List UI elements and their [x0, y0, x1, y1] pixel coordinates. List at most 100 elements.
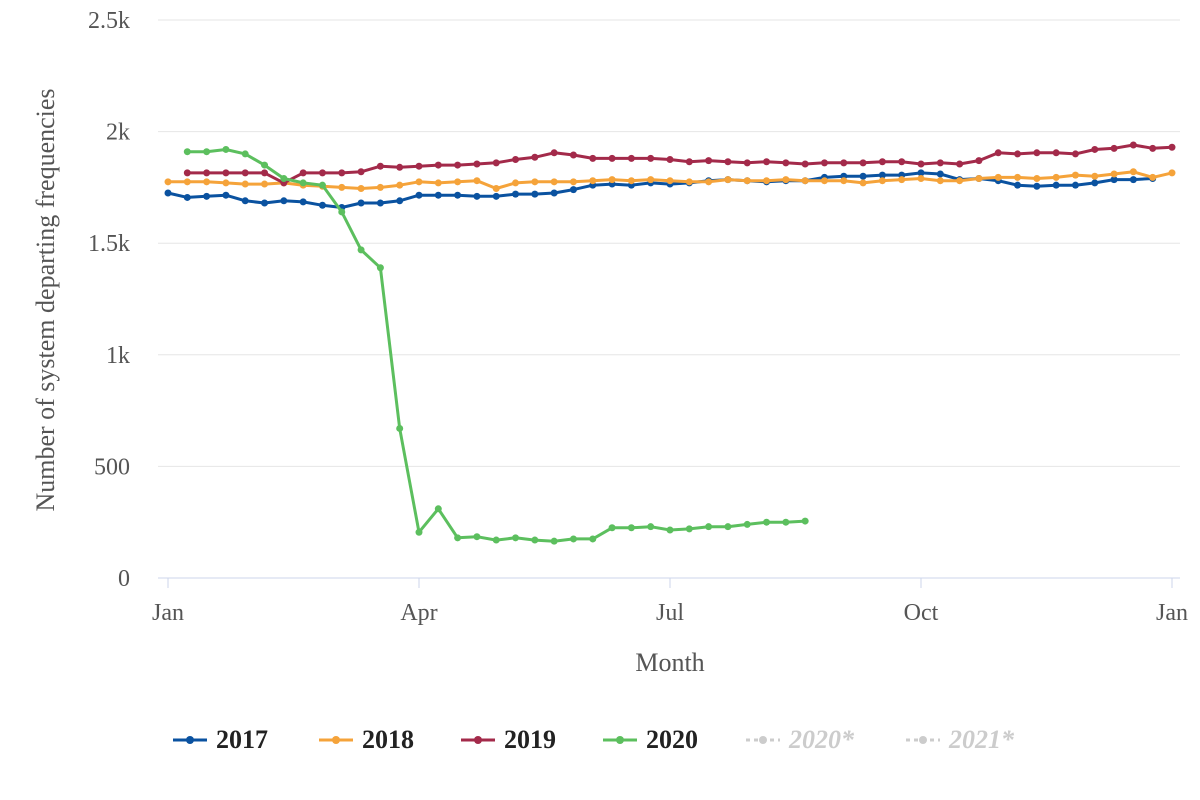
data-point[interactable]: [261, 169, 269, 177]
series-2019[interactable]: [183, 141, 1176, 187]
data-point[interactable]: [376, 264, 384, 272]
data-point[interactable]: [183, 178, 191, 186]
data-point[interactable]: [550, 189, 558, 197]
data-point[interactable]: [666, 177, 674, 185]
data-point[interactable]: [183, 169, 191, 177]
data-point[interactable]: [434, 191, 442, 199]
data-point[interactable]: [859, 159, 867, 167]
data-point[interactable]: [299, 169, 307, 177]
data-point[interactable]: [801, 517, 809, 525]
series-2017[interactable]: [164, 169, 1157, 211]
data-point[interactable]: [318, 169, 326, 177]
data-point[interactable]: [222, 145, 230, 153]
data-point[interactable]: [1033, 182, 1041, 190]
data-point[interactable]: [1168, 169, 1176, 177]
data-point[interactable]: [550, 149, 558, 157]
data-point[interactable]: [376, 199, 384, 207]
data-point[interactable]: [512, 179, 520, 187]
data-point[interactable]: [1033, 174, 1041, 182]
data-point[interactable]: [1071, 171, 1079, 179]
data-point[interactable]: [531, 190, 539, 198]
legend-item-2021-star[interactable]: 2021*: [905, 720, 1014, 760]
data-point[interactable]: [1071, 150, 1079, 158]
data-point[interactable]: [1129, 176, 1137, 184]
data-point[interactable]: [1052, 173, 1060, 181]
data-point[interactable]: [396, 197, 404, 205]
data-point[interactable]: [589, 535, 597, 543]
data-point[interactable]: [975, 174, 983, 182]
data-point[interactable]: [357, 168, 365, 176]
data-point[interactable]: [1110, 170, 1118, 178]
series-2018[interactable]: [164, 168, 1176, 193]
data-point[interactable]: [724, 158, 732, 166]
data-point[interactable]: [878, 158, 886, 166]
data-point[interactable]: [782, 518, 790, 526]
data-point[interactable]: [1014, 150, 1022, 158]
data-point[interactable]: [492, 159, 500, 167]
data-point[interactable]: [473, 533, 481, 541]
data-point[interactable]: [840, 177, 848, 185]
data-point[interactable]: [415, 162, 423, 170]
data-point[interactable]: [318, 181, 326, 189]
data-point[interactable]: [878, 171, 886, 179]
series-line[interactable]: [185, 143, 1174, 185]
series-line[interactable]: [185, 148, 807, 543]
data-point[interactable]: [936, 177, 944, 185]
legend-item-2020[interactable]: 2020: [602, 720, 698, 760]
data-point[interactable]: [357, 185, 365, 193]
data-point[interactable]: [608, 524, 616, 532]
data-point[interactable]: [956, 177, 964, 185]
data-point[interactable]: [724, 523, 732, 531]
data-point[interactable]: [820, 159, 828, 167]
legend-item-2020-star[interactable]: 2020*: [745, 720, 854, 760]
data-point[interactable]: [241, 169, 249, 177]
data-point[interactable]: [531, 178, 539, 186]
data-point[interactable]: [569, 151, 577, 159]
data-point[interactable]: [1091, 179, 1099, 187]
data-point[interactable]: [318, 201, 326, 209]
data-point[interactable]: [396, 424, 404, 432]
data-point[interactable]: [164, 178, 172, 186]
data-point[interactable]: [763, 158, 771, 166]
legend-item-2019[interactable]: 2019: [460, 720, 556, 760]
data-point[interactable]: [261, 199, 269, 207]
data-point[interactable]: [898, 176, 906, 184]
data-point[interactable]: [782, 176, 790, 184]
data-point[interactable]: [454, 161, 462, 169]
data-point[interactable]: [801, 160, 809, 168]
data-point[interactable]: [994, 149, 1002, 157]
data-point[interactable]: [415, 191, 423, 199]
data-point[interactable]: [203, 148, 211, 156]
data-point[interactable]: [164, 189, 172, 197]
data-point[interactable]: [492, 192, 500, 200]
data-point[interactable]: [627, 154, 635, 162]
data-point[interactable]: [936, 170, 944, 178]
data-point[interactable]: [454, 191, 462, 199]
data-point[interactable]: [222, 191, 230, 199]
data-point[interactable]: [357, 199, 365, 207]
legend-item-2017[interactable]: 2017: [172, 720, 268, 760]
data-point[interactable]: [936, 159, 944, 167]
data-point[interactable]: [299, 198, 307, 206]
data-point[interactable]: [241, 150, 249, 158]
data-point[interactable]: [492, 185, 500, 193]
data-point[interactable]: [183, 193, 191, 201]
data-point[interactable]: [531, 536, 539, 544]
data-point[interactable]: [550, 178, 558, 186]
data-point[interactable]: [956, 160, 964, 168]
data-point[interactable]: [203, 192, 211, 200]
data-point[interactable]: [434, 505, 442, 513]
data-point[interactable]: [1052, 149, 1060, 157]
data-point[interactable]: [203, 178, 211, 186]
data-point[interactable]: [434, 179, 442, 187]
data-point[interactable]: [1149, 144, 1157, 152]
data-point[interactable]: [569, 186, 577, 194]
data-point[interactable]: [917, 160, 925, 168]
data-point[interactable]: [705, 523, 713, 531]
data-point[interactable]: [261, 161, 269, 169]
data-point[interactable]: [299, 179, 307, 187]
data-point[interactable]: [840, 159, 848, 167]
data-point[interactable]: [1014, 181, 1022, 189]
data-point[interactable]: [589, 154, 597, 162]
data-point[interactable]: [898, 158, 906, 166]
